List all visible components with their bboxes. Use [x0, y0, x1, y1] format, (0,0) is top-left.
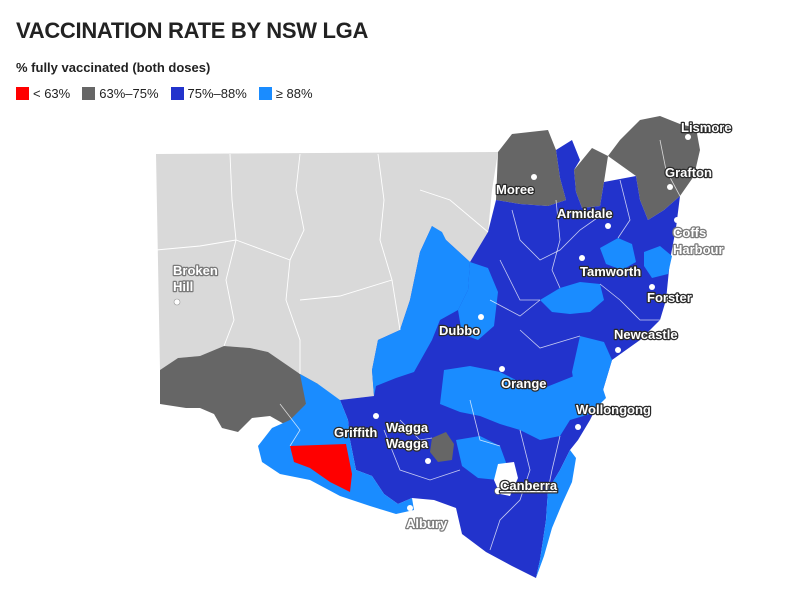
legend-label: < 63%	[33, 86, 71, 101]
city-dot-wollongong	[575, 424, 581, 430]
city-label-newcastle: Newcastle	[614, 327, 678, 342]
city-dot-tamworth	[579, 255, 585, 261]
city-dot-canberra	[494, 487, 502, 495]
city-dot-forster	[649, 284, 655, 290]
legend-item-63-75: 63%–75%	[82, 86, 159, 101]
city-dot-armidale	[605, 223, 611, 229]
region-armidale-light-blue	[600, 238, 636, 270]
city-label-griffith: Griffith	[334, 425, 377, 440]
region-central-west-light-blue	[440, 366, 606, 440]
city-dot-dubbo	[478, 314, 484, 320]
region-west-light-blue	[372, 226, 470, 396]
city-label-wollongong: Wollongong	[576, 402, 651, 417]
legend-swatch-dark-blue	[170, 87, 184, 100]
legend-item-88-plus: ≥ 88%	[258, 86, 313, 101]
region-riverina-light-blue	[258, 374, 414, 514]
city-label-armidale: Armidale	[557, 206, 613, 221]
city-dot-broken-hill	[173, 298, 181, 306]
city-dot-grafton	[667, 184, 673, 190]
legend-label: ≥ 88%	[275, 86, 313, 101]
city-dot-griffith	[373, 413, 379, 419]
region-tamworth-light-blue	[540, 282, 604, 314]
region-south-coast-light-blue	[536, 450, 576, 578]
city-label-tamworth: Tamworth	[580, 264, 641, 279]
region-north-coast-light-blue	[644, 246, 672, 278]
region-red	[290, 444, 352, 492]
city-label-lismore: Lismore	[681, 120, 732, 135]
city-dot-albury	[407, 505, 413, 511]
city-label-coffs: Coffs	[673, 225, 706, 240]
city-label-canberra: Canberra	[500, 478, 558, 493]
region-north-grey-2	[574, 148, 608, 208]
city-dot-coffs	[674, 217, 680, 223]
city-label-orange: Orange	[501, 376, 547, 391]
city-dot-lismore	[685, 134, 691, 140]
city-markers	[173, 134, 691, 511]
city-label-albury: Albury	[406, 516, 448, 531]
region-sydney-light-blue	[572, 336, 612, 414]
legend-subtitle: % fully vaccinated (both doses)	[16, 60, 211, 75]
city-label-grafton: Grafton	[665, 165, 712, 180]
region-dubbo-light-blue	[458, 262, 498, 340]
city-dot-wagga	[425, 458, 431, 464]
city-labels: Lismore Grafton Moree Armidale Coffs Har…	[172, 119, 733, 533]
city-label-moree: Moree	[496, 182, 534, 197]
region-no-data-west	[156, 152, 498, 400]
city-dot-orange	[499, 366, 505, 372]
city-label-harbour: Harbour	[673, 242, 724, 257]
legend-swatch-light-blue	[258, 87, 272, 100]
region-north-east-grey	[496, 130, 566, 206]
city-dot-moree	[531, 174, 537, 180]
city-label-hill: Hill	[173, 279, 193, 294]
city-label-forster: Forster	[647, 290, 692, 305]
legend-swatch-grey	[82, 87, 96, 100]
city-label-dubbo: Dubbo	[439, 323, 480, 338]
legend: < 63% 63%–75% 75%–88% ≥ 88%	[16, 86, 313, 101]
legend-swatch-red	[16, 87, 29, 100]
region-tumut-light-blue	[456, 436, 508, 480]
city-label-wagga-1: Wagga	[386, 420, 429, 435]
legend-label: 63%–75%	[99, 86, 159, 101]
region-far-west-grey	[160, 346, 318, 432]
city-label-broken: Broken	[173, 263, 218, 278]
region-north-rivers-grey	[608, 116, 700, 220]
region-wagga-grey	[430, 432, 454, 462]
region-act	[494, 462, 518, 496]
legend-label: 75%–88%	[187, 86, 247, 101]
legend-item-below-63: < 63%	[16, 86, 70, 101]
city-dot-newcastle	[615, 347, 621, 353]
legend-item-75-88: 75%–88%	[170, 86, 247, 101]
lga-boundaries	[155, 139, 681, 551]
city-label-wagga-2: Wagga	[386, 436, 429, 451]
map-title: VACCINATION RATE BY NSW LGA	[16, 18, 369, 43]
